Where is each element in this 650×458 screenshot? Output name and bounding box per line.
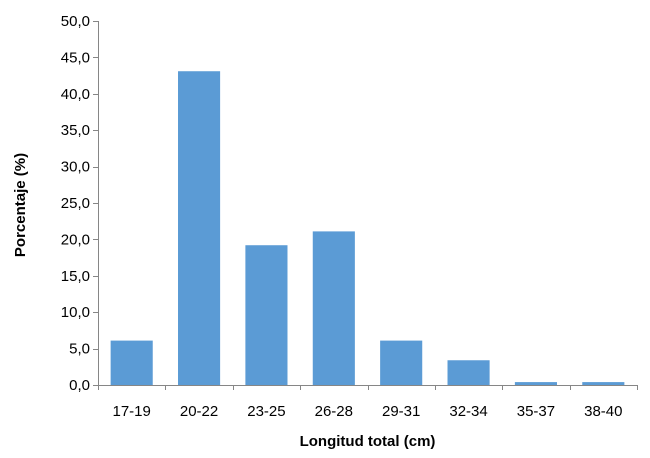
y-tick-label: 45,0 (61, 49, 90, 66)
bar-26-28 (312, 231, 355, 385)
x-axis-title: Longitud total (cm) (300, 433, 436, 450)
x-tick-label: 20-22 (180, 403, 218, 420)
y-tick-label: 15,0 (61, 268, 90, 285)
y-tick-label: 50,0 (61, 13, 90, 30)
y-tick-label: 25,0 (61, 195, 90, 212)
y-tick-label: 10,0 (61, 304, 90, 321)
y-tick-label: 0,0 (69, 377, 90, 394)
x-tick-label: 23-25 (247, 403, 285, 420)
y-tick-label: 30,0 (61, 159, 90, 176)
bar-32-34 (447, 360, 490, 385)
axes-layer (98, 21, 637, 386)
bars-layer (110, 71, 625, 385)
x-tick-label: 32-34 (449, 403, 487, 420)
bar-20-22 (178, 71, 221, 385)
x-tick-label: 17-19 (113, 403, 151, 420)
x-tick-label: 26-28 (315, 403, 353, 420)
y-tick-label: 5,0 (69, 341, 90, 358)
bar-35-37 (514, 382, 557, 385)
bar-38-40 (582, 382, 625, 385)
x-ticks-layer: 17-19 20-22 23-25 26-28 29-31 32-34 35-37 38-40 (98, 385, 638, 420)
bar-17-19 (110, 340, 153, 385)
bar-29-31 (380, 340, 423, 385)
y-axis-title: Porcentaje (%) (12, 153, 29, 257)
bar-23-25 (245, 245, 288, 385)
y-tick-label: 20,0 (61, 231, 90, 248)
x-tick-label: 29-31 (382, 403, 420, 420)
y-tick-label: 35,0 (61, 122, 90, 139)
y-tick-label: 40,0 (61, 86, 90, 103)
x-tick-label: 35-37 (517, 403, 555, 420)
x-tick-label: 38-40 (584, 403, 622, 420)
y-ticks-layer: 0,0 5,0 10,0 15,0 20,0 25,0 30,0 35,0 40,0 45,0 50… (61, 13, 98, 394)
